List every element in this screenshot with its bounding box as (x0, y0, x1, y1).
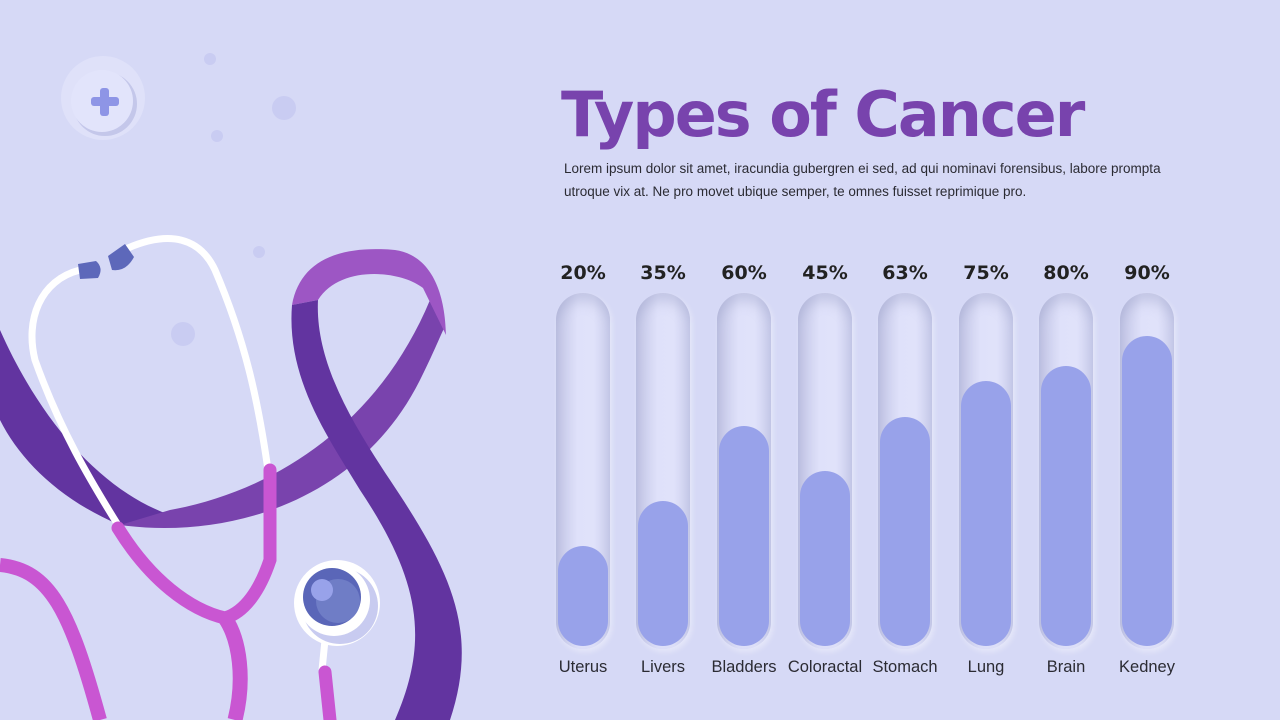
bar-fill (558, 546, 608, 646)
bar-fill (800, 471, 850, 646)
value-label: 45% (802, 262, 848, 284)
bar-fill (719, 426, 769, 646)
bar-fill (1122, 336, 1172, 646)
value-label: 90% (1124, 262, 1170, 284)
category-label: Kedney (1119, 658, 1175, 676)
value-label: 80% (1043, 262, 1089, 284)
bar-fill (961, 381, 1011, 646)
category-label: Lung (967, 658, 1005, 676)
category-label: Coloractal (787, 658, 863, 676)
category-label: Stomach (872, 658, 938, 676)
value-label: 60% (721, 262, 767, 284)
bar-fill (1041, 366, 1091, 646)
decorative-dots (171, 53, 296, 346)
bar-fill (880, 417, 930, 646)
value-label: 75% (963, 262, 1009, 284)
illustration (0, 53, 462, 720)
description: Lorem ipsum dolor sit amet, iracundia gu… (564, 161, 1161, 199)
value-label: 20% (560, 262, 606, 284)
value-label: 63% (882, 262, 928, 284)
bar-fill (638, 501, 688, 646)
plus-badge-icon (61, 56, 145, 140)
category-label: Livers (640, 658, 685, 676)
stethoscope-illustration (0, 235, 380, 720)
category-label: Brain (1046, 658, 1086, 676)
value-label: 35% (640, 262, 686, 284)
awareness-ribbon-illustration (0, 249, 462, 720)
category-label: Bladders (711, 658, 777, 676)
category-label: Uterus (558, 658, 608, 676)
page-title: Types of Cancer (561, 78, 1085, 151)
